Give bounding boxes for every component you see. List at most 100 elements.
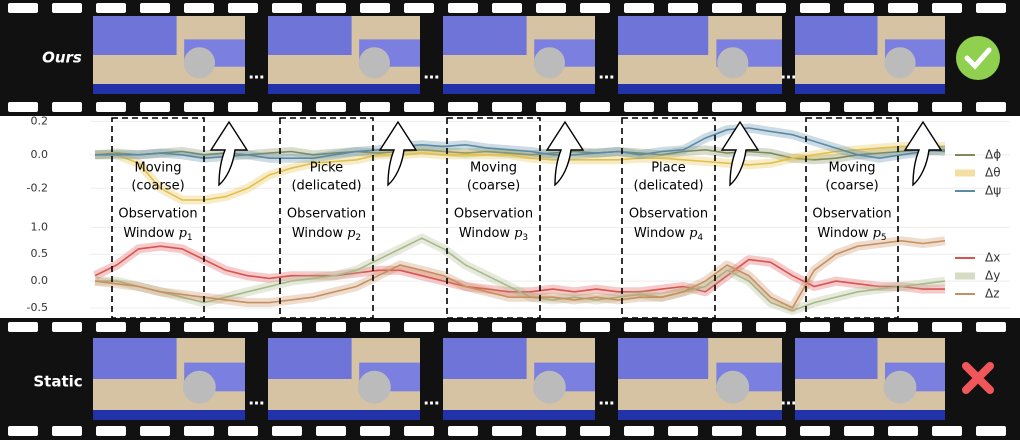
window-word: Window	[459, 226, 511, 241]
sprocket-hole	[96, 102, 126, 112]
sprocket-hole	[272, 102, 302, 112]
sprocket-hole	[448, 102, 478, 112]
window-label: Window p4	[634, 226, 704, 243]
legend-label: Δψ	[985, 184, 1001, 198]
sprocket-hole	[844, 102, 874, 112]
sprocket-hole	[756, 102, 786, 112]
sprocket-hole	[404, 322, 434, 332]
sprocket-hole	[184, 102, 214, 112]
sprocket-hole	[668, 3, 698, 13]
sprocket-hole	[888, 322, 918, 332]
observation-window	[805, 117, 899, 319]
y-tick-label: 0.2	[31, 114, 49, 127]
sprocket-hole	[272, 426, 302, 436]
observation-window	[446, 117, 541, 319]
sprocket-hole	[492, 426, 522, 436]
sprocket-hole	[360, 426, 390, 436]
frame-object	[883, 370, 917, 404]
fail-icon	[962, 362, 994, 394]
sprocket-hole	[712, 426, 742, 436]
arrow	[545, 120, 585, 187]
frame-object	[533, 370, 566, 404]
frame-object	[358, 47, 390, 79]
phase-label: Picke	[310, 161, 343, 176]
frame-floor	[618, 84, 782, 94]
frame-floor	[795, 410, 945, 420]
frame-mask	[268, 16, 352, 55]
window-word: Window	[292, 226, 344, 241]
sprocket-hole	[140, 322, 170, 332]
phase-label: Moving	[470, 161, 517, 176]
sprocket-hole	[492, 3, 522, 13]
sprocket-hole	[360, 102, 390, 112]
frame-object	[358, 370, 391, 404]
sprocket-hole	[712, 102, 742, 112]
sprocket-hole	[932, 3, 962, 13]
phase-label: (coarse)	[467, 179, 520, 194]
arrow	[720, 120, 760, 187]
frame-mask	[618, 16, 709, 55]
sprocket-hole	[888, 426, 918, 436]
sprocket-hole	[624, 322, 654, 332]
sprocket-hole	[580, 322, 610, 332]
frame-mask	[795, 16, 878, 55]
sprocket-hole	[52, 3, 82, 13]
window-word: Window	[817, 226, 869, 241]
window-var: p	[514, 226, 523, 241]
sprocket-hole	[580, 102, 610, 112]
sprocket-hole	[8, 3, 38, 13]
frame-mask	[268, 338, 352, 379]
window-label: Window p5	[817, 226, 886, 243]
frame-mask	[93, 16, 177, 55]
frame-mask	[795, 338, 878, 379]
y-tick-label: 0.5	[31, 247, 49, 260]
line	[95, 145, 945, 201]
window-sub: 5	[881, 233, 887, 243]
y-tick-label: -0.5	[27, 301, 48, 314]
sprocket-hole	[800, 426, 830, 436]
window-label: Observation	[287, 207, 366, 222]
ellipsis: …	[424, 390, 440, 409]
sprocket-hole	[536, 322, 566, 332]
sprocket-hole	[316, 426, 346, 436]
ellipsis: …	[599, 390, 615, 409]
sprocket-hole	[888, 3, 918, 13]
observation-window	[111, 117, 205, 319]
y-tick-label: 1.0	[31, 220, 49, 233]
ellipsis: …	[781, 390, 797, 409]
observation-window	[279, 117, 374, 319]
sprocket-hole	[800, 3, 830, 13]
sprocket-hole	[536, 102, 566, 112]
sprocket-hole	[184, 322, 214, 332]
sprocket-hole	[668, 102, 698, 112]
ellipsis: …	[781, 64, 797, 83]
frame-floor	[93, 410, 245, 420]
ellipsis: …	[599, 64, 615, 83]
window-label: Observation	[454, 207, 533, 222]
sprocket-hole	[8, 102, 38, 112]
frame-floor	[268, 410, 420, 420]
sprocket-hole	[976, 426, 1006, 436]
frame-object	[717, 47, 749, 79]
sprocket-hole	[360, 322, 390, 332]
phase-label: (delicated)	[633, 179, 703, 194]
frame-floor	[795, 84, 945, 94]
sprocket-hole	[404, 426, 434, 436]
y-tick-label: 0.0	[31, 148, 49, 161]
window-var: p	[179, 226, 188, 241]
y-tick-label: 0.0	[31, 274, 49, 287]
sprocket-hole	[404, 102, 434, 112]
sprocket-hole	[756, 322, 786, 332]
legend-label: Δθ	[985, 166, 1001, 180]
sprocket-hole	[316, 3, 346, 13]
window-var: p	[689, 226, 698, 241]
window-sub: 1	[187, 233, 193, 243]
sprocket-hole	[624, 426, 654, 436]
window-label: Observation	[118, 207, 197, 222]
sprocket-hole	[536, 3, 566, 13]
sprocket-hole	[976, 3, 1006, 13]
sprocket-hole	[52, 102, 82, 112]
sprocket-hole	[580, 3, 610, 13]
legend-label: Δϕ	[985, 148, 1001, 162]
